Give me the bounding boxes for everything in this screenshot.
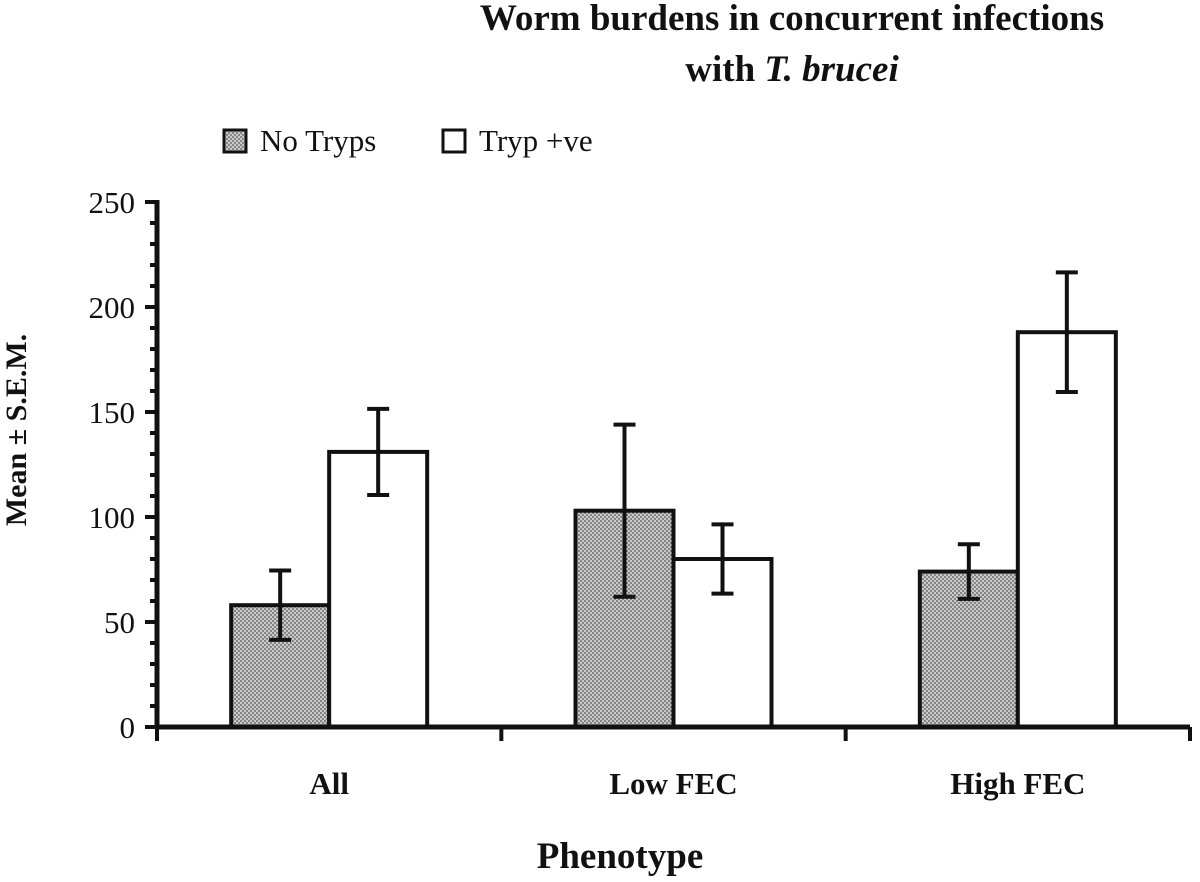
x-category-label: High FEC [950,766,1085,801]
y-tick-label: 50 [104,605,135,640]
legend-label: Tryp +ve [479,123,593,158]
x-category-label: All [309,766,349,801]
legend-label: No Tryps [260,123,376,158]
bars [229,330,1118,730]
error-bar [367,406,390,497]
error-bar [613,422,636,599]
error-bar [711,522,734,596]
x-axis-title: Phenotype [537,836,704,877]
chart-title-species: T. brucei [764,49,899,90]
bar-tryp-ve-all [327,449,430,729]
error-bars [269,270,1078,642]
error-bar [1055,270,1078,395]
y-tick-label: 200 [89,290,136,325]
chart-title-line-2: with T. brucei [685,49,899,90]
chart-title-line-1: Worm burdens in concurrent infections [480,0,1104,39]
legend-swatch [441,128,467,154]
y-tick-label: 250 [89,185,136,220]
x-axis-category-labels: All Low FEC High FEC [309,766,1085,801]
axes [154,200,1192,741]
x-category-label: Low FEC [609,766,737,801]
y-tick-label: 100 [89,500,136,535]
y-axis-ticks: 0 50 100 150 200 250 [89,185,157,745]
chart-title-prefix: with [685,49,764,90]
y-tick-label: 150 [89,395,136,430]
legend-swatch [222,128,248,154]
y-axis-title: Mean ± S.E.M. [0,334,33,526]
legend: No Tryps Tryp +ve [222,123,593,158]
y-tick-label: 0 [120,710,136,745]
error-bar [957,542,980,601]
error-bar [269,568,292,642]
bar-tryp-ve-high-fec [1015,330,1118,729]
